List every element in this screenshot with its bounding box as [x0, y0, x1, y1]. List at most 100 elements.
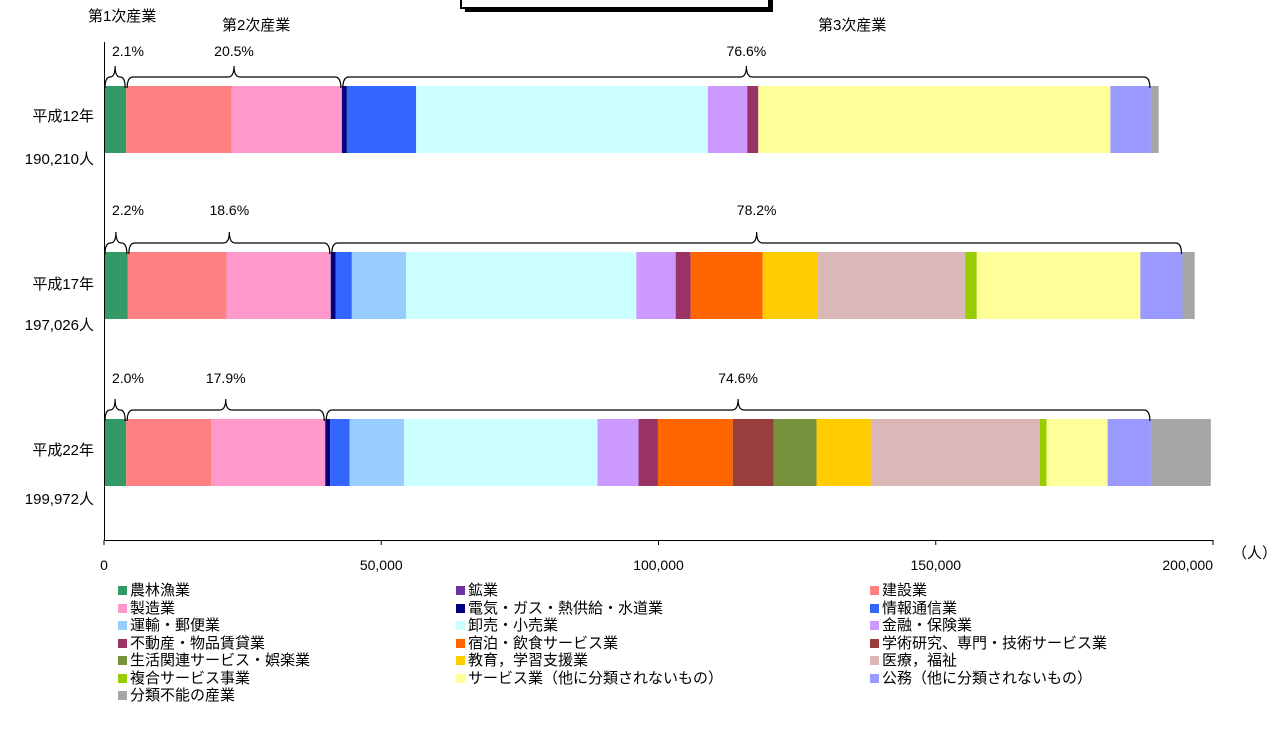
category-total-label: 199,972人	[25, 491, 94, 508]
legend-label: 分類不能の産業	[130, 687, 236, 704]
x-tick-label: 150,000	[910, 557, 961, 573]
bar-segment	[1046, 419, 1108, 486]
legend-label: 鉱業	[468, 582, 499, 599]
legend-swatch	[456, 586, 465, 595]
sector-share-label: 17.9%	[206, 370, 246, 386]
sector-brace	[128, 231, 331, 255]
category-total-label: 190,210人	[25, 151, 94, 168]
bar-segment	[1182, 252, 1195, 319]
sector-brace	[126, 398, 325, 422]
bar-segment	[403, 419, 598, 486]
bar-segment	[817, 252, 966, 319]
bar-segment	[346, 86, 417, 153]
sector-brace	[342, 65, 1151, 89]
bar-segment	[330, 419, 350, 486]
legend-swatch	[118, 656, 127, 665]
legend-label: 建設業	[882, 582, 928, 599]
bar-segment	[126, 86, 232, 153]
bar-segment	[976, 252, 1141, 319]
legend-item: 生活関連サービス・娯楽業	[118, 652, 310, 669]
legend-item: 公務（他に分類されないもの）	[870, 670, 1092, 687]
sector-brace	[325, 398, 1151, 422]
bar-segment	[104, 86, 127, 153]
legend-swatch	[118, 586, 127, 595]
legend-swatch	[118, 638, 127, 648]
bar-segment	[335, 252, 352, 319]
legend-item: 建設業	[870, 582, 927, 599]
legend-item: 鉱業	[456, 582, 498, 599]
legend-label: 農林漁業	[130, 582, 191, 599]
legend-swatch	[118, 603, 127, 613]
sector-braces	[104, 65, 1183, 422]
legend-swatch	[870, 638, 879, 648]
bar-segment	[351, 252, 407, 319]
legend-swatch	[456, 621, 465, 630]
bar-segment	[597, 419, 639, 486]
legend-label: 学術研究、専門・技術サービス業	[882, 634, 1108, 652]
stacked-bar-chart: 第1次産業 第2次産業 第3次産業 2.1% 20.5% 76.6% 2.2% 18.6…	[25, 0, 1277, 573]
sector-share-label: 2.2%	[112, 202, 144, 218]
sector-group-label-tertiary: 第3次産業	[818, 16, 886, 34]
legend-item: 卸売・小売業	[456, 617, 558, 634]
sector-share-label: 2.1%	[112, 43, 144, 59]
x-axis-unit-label: （人）	[1232, 545, 1277, 562]
sector-group-label-primary: 第1次産業	[88, 7, 156, 25]
legend-label: 宿泊・飲食サービス業	[468, 634, 619, 652]
bar-segment	[104, 419, 127, 486]
bar-segment	[330, 252, 336, 319]
bar-segments	[104, 86, 1211, 486]
legend-item: サービス業（他に分類されないもの）	[456, 670, 723, 687]
bar-segment	[1107, 419, 1151, 486]
legend-item: 製造業	[118, 600, 175, 617]
bar-segment	[104, 252, 128, 319]
sector-group-label-secondary: 第2次産業	[222, 16, 290, 34]
legend-item: 医療，福祉	[870, 652, 957, 669]
legend-label: 金融・保険業	[882, 617, 973, 634]
sector-brace	[104, 231, 128, 255]
legend-swatch	[870, 621, 879, 630]
sector-share-label: 76.6%	[727, 43, 767, 59]
legend-item: 電気・ガス・熱供給・水道業	[456, 600, 663, 617]
legend-item: 金融・保険業	[870, 617, 972, 634]
sector-share-labels: 2.1% 20.5% 76.6% 2.2% 18.6% 78.2% 2.0% 17.9% 74.…	[112, 43, 776, 386]
legend-label: 運輸・郵便業	[130, 617, 221, 634]
bar-segment	[416, 86, 708, 153]
legend-item: 運輸・郵便業	[118, 617, 220, 634]
legend-label: 複合サービス事業	[130, 669, 251, 687]
bar-segment	[675, 252, 691, 319]
bar-segment	[638, 419, 658, 486]
bar-segment	[126, 419, 212, 486]
legend-item: 複合サービス事業	[118, 670, 250, 687]
sector-brace	[126, 65, 342, 89]
legend-label: 製造業	[130, 599, 176, 617]
legend-item: 分類不能の産業	[118, 687, 235, 704]
bar-segment	[707, 86, 748, 153]
bar-segment	[773, 419, 817, 486]
category-label: 平成22年	[32, 442, 94, 459]
x-tick-label: 50,000	[360, 557, 403, 573]
bar-segment	[816, 419, 871, 486]
x-axis-ticks: 0 50,000 100,000 150,000 200,000	[100, 540, 1214, 573]
legend-label: サービス業（他に分類されないもの）	[468, 669, 724, 687]
sector-share-label: 18.6%	[209, 202, 249, 218]
bar-segment	[349, 419, 404, 486]
legend-swatch	[118, 621, 127, 630]
bar-segment	[1040, 419, 1047, 486]
bar-segment	[226, 252, 331, 319]
legend-swatch	[118, 691, 127, 700]
legend-label: 電気・ガス・熱供給・水道業	[468, 599, 664, 617]
x-tick-label: 200,000	[1162, 557, 1213, 573]
legend-label: 医療，福祉	[882, 652, 958, 669]
x-tick-label: 100,000	[633, 557, 684, 573]
bar-segment	[406, 252, 637, 319]
legend-swatch	[456, 656, 465, 665]
legend-swatch	[870, 673, 879, 683]
bar-segment	[870, 419, 1040, 486]
legend-swatch	[870, 586, 879, 595]
legend-item: 農林漁業	[118, 582, 190, 599]
category-label: 平成12年	[32, 108, 94, 125]
category-label: 平成17年	[32, 276, 94, 293]
category-total-label: 197,026人	[25, 317, 94, 334]
legend-swatch	[456, 673, 465, 683]
